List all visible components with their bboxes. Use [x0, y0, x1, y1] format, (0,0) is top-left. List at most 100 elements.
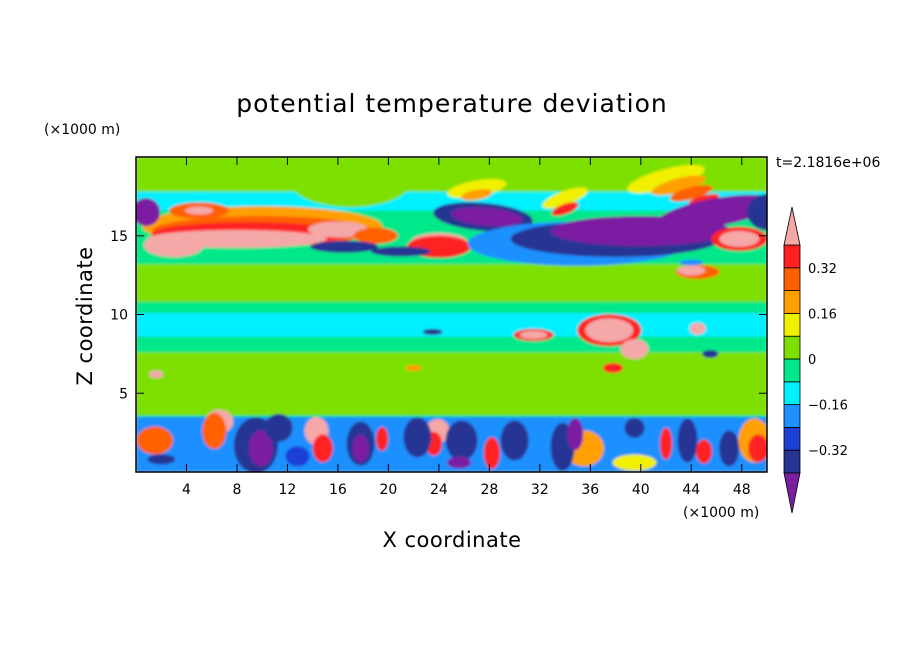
contour-cell: [500, 420, 529, 461]
contour-cell: [695, 439, 712, 464]
x-tick-label: 28: [480, 482, 498, 498]
contour-cell: [403, 417, 432, 458]
colorbar-swatch: [783, 449, 801, 474]
colorbar-label: 0.32: [808, 262, 837, 277]
x-tick-label: 48: [733, 482, 751, 498]
upper-band: [290, 157, 411, 208]
contour-cell: [585, 318, 634, 343]
y-tick-label: 15: [110, 229, 128, 245]
contour-cell: [149, 370, 164, 379]
contour-cell: [147, 454, 176, 465]
contour-cell: [567, 418, 584, 451]
contour-cell: [677, 265, 706, 276]
chart-title: potential temperature deviation: [236, 89, 667, 118]
colorbar-label: 0.16: [808, 307, 837, 322]
contour-cell: [669, 185, 713, 202]
contour-cell: [445, 420, 478, 461]
contour-cell: [542, 187, 588, 209]
mid-teal-band: [136, 301, 767, 313]
contour-cell: [310, 240, 379, 253]
contour-cell: [483, 437, 500, 470]
colorbar-swatch: [783, 358, 801, 383]
contour-cell: [627, 164, 705, 194]
x-axis-label: X coordinate: [382, 528, 521, 552]
colorbar-swatch: [783, 381, 801, 405]
colorbar-swatch: [783, 404, 801, 428]
upper-cyan-band: [136, 191, 767, 211]
contour-cell: [312, 434, 333, 463]
contour-cell: [612, 454, 657, 471]
contour-cell: [603, 363, 624, 374]
contour-cell: [689, 322, 706, 335]
colorbar-swatch: [783, 267, 801, 291]
colorbar-bottom-arrow: [783, 472, 801, 514]
colorbar-label: −0.32: [808, 444, 848, 459]
y-tick-label: 5: [119, 386, 128, 402]
x-axis-unit: (×1000 m): [683, 505, 759, 521]
time-label: t=2.1816e+06: [776, 155, 880, 171]
colorbar-swatch: [783, 312, 801, 337]
contour-cell: [651, 175, 706, 196]
x-tick-label: 32: [531, 482, 549, 498]
contour-cell: [136, 198, 161, 227]
contour-cell: [248, 430, 273, 467]
contour-cell: [202, 413, 227, 450]
contour-cell: [285, 446, 310, 467]
mid-green-band: [136, 264, 767, 302]
y-axis: 5 10 15: [110, 229, 767, 402]
contour-cell: [450, 207, 523, 227]
x-axis: 4 8 12 16 20 24 28 32 36 40 44 48: [182, 157, 751, 498]
colorbar-top-arrow: [783, 206, 801, 246]
contour-cell: [185, 206, 214, 215]
y-axis-label: Z coordinate: [73, 246, 97, 385]
contour-cell: [551, 202, 579, 216]
contour-cell: [677, 418, 698, 463]
contour-cell: [719, 430, 740, 467]
x-tick-label: 40: [632, 482, 650, 498]
mid-cyan-band: [136, 312, 767, 337]
colorbar-swatch: [783, 426, 801, 451]
y-tick-label: 10: [110, 308, 128, 324]
contour-cell: [447, 456, 472, 469]
x-tick-label: 20: [379, 482, 397, 498]
contour-cell: [460, 189, 493, 201]
x-tick-label: 4: [182, 482, 191, 498]
heatmap-field: [136, 157, 767, 472]
contour-cell: [371, 246, 432, 257]
contour-cell: [519, 330, 548, 339]
x-tick-label: 12: [279, 482, 297, 498]
colorbar-label: −0.16: [808, 399, 848, 414]
contour-cell: [264, 413, 293, 442]
colorbar: 0.32 0.16 0 −0.16 −0.32: [783, 206, 848, 514]
colorbar-swatch: [783, 290, 801, 314]
contour-cell: [719, 230, 760, 247]
contour-cell: [620, 339, 649, 360]
y-axis-unit: (×1000 m): [44, 122, 120, 138]
x-tick-label: 44: [682, 482, 700, 498]
x-tick-label: 24: [430, 482, 448, 498]
contour-cell: [405, 365, 422, 372]
colorbar-label: 0: [808, 353, 816, 368]
contour-cell: [447, 179, 507, 198]
contour-cell: [143, 233, 204, 258]
contour-cell: [422, 328, 443, 335]
contour-cell: [660, 427, 673, 460]
contour-cell: [307, 221, 368, 238]
contour-cell: [747, 194, 767, 231]
contour-cell: [679, 259, 704, 266]
x-tick-label: 8: [232, 482, 241, 498]
contour-cell: [748, 434, 767, 463]
contour-cell: [352, 434, 369, 463]
x-tick-label: 16: [329, 482, 347, 498]
contour-cell: [353, 227, 398, 244]
low-green-band: [136, 352, 767, 416]
contour-cell: [376, 426, 389, 451]
colorbar-swatch: [783, 244, 801, 269]
contour-cell: [657, 194, 767, 230]
colorbar-swatch: [783, 335, 801, 360]
contour-cell: [136, 426, 173, 455]
contour-cell: [702, 349, 719, 358]
x-tick-label: 36: [581, 482, 599, 498]
contour-cell: [624, 417, 645, 438]
